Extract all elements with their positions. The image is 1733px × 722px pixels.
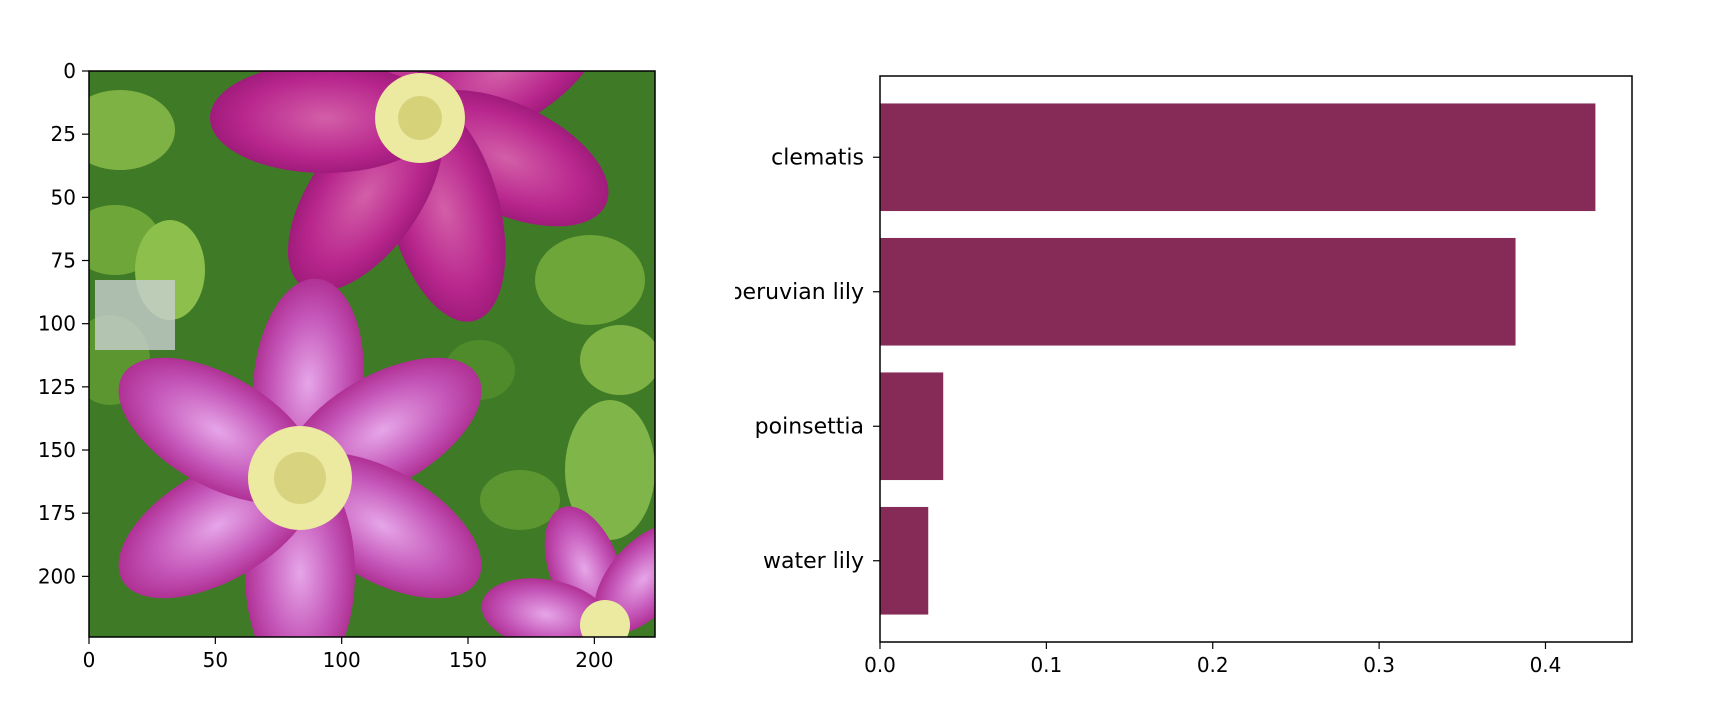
image-y-tick-label: 100 [38,312,76,336]
bar-water-lily [880,506,929,615]
bar-chart-panel: 0.0 0.1 0.2 0.3 0.4 clematis peruvian lily poi… [729,75,1633,677]
bar-x-tick-label: 0.2 [1197,653,1229,677]
bar-clematis [880,103,1596,212]
bar-x-tick-label: 0.3 [1363,653,1395,677]
category-label: poinsettia [755,414,864,439]
image-y-tick-label: 50 [51,185,76,209]
category-label: water lily [763,549,864,574]
image-x-ticks: 0 50 100 150 200 [83,637,613,672]
image-x-tick-label: 200 [575,648,613,672]
image-x-tick-label: 150 [449,648,487,672]
bar-x-tick-label: 0.0 [864,653,896,677]
image-y-tick-label: 150 [38,438,76,462]
image-axes-frame [88,70,656,638]
image-y-tick-label: 0 [63,59,76,83]
bar-x-ticks: 0.0 0.1 0.2 0.3 0.4 [864,642,1561,677]
flower-photo [89,71,655,637]
bar-axes-frame [879,75,1633,643]
bar-x-tick-label: 0.4 [1530,653,1562,677]
image-y-tick-label: 175 [38,501,76,525]
image-y-tick-label: 200 [38,564,76,588]
image-panel: 0 50 100 150 200 0 25 50 75 100 125 150 175 200 [38,59,656,672]
image-y-ticks: 0 25 50 75 100 125 150 175 200 [38,59,89,588]
bar-poinsettia [880,372,944,481]
image-x-tick-label: 100 [323,648,361,672]
category-label: peruvian lily [729,280,864,305]
bar-y-ticks: clematis peruvian lily poinsettia water lil… [729,145,880,574]
image-y-tick-label: 75 [51,249,76,273]
image-x-tick-label: 50 [203,648,228,672]
bar-peruvian-lily [880,237,1516,346]
image-y-tick-label: 25 [51,122,76,146]
bars [880,103,1596,615]
image-y-tick-label: 125 [38,375,76,399]
image-x-tick-label: 0 [83,648,96,672]
category-label: clematis [771,145,864,170]
bar-x-tick-label: 0.1 [1030,653,1062,677]
